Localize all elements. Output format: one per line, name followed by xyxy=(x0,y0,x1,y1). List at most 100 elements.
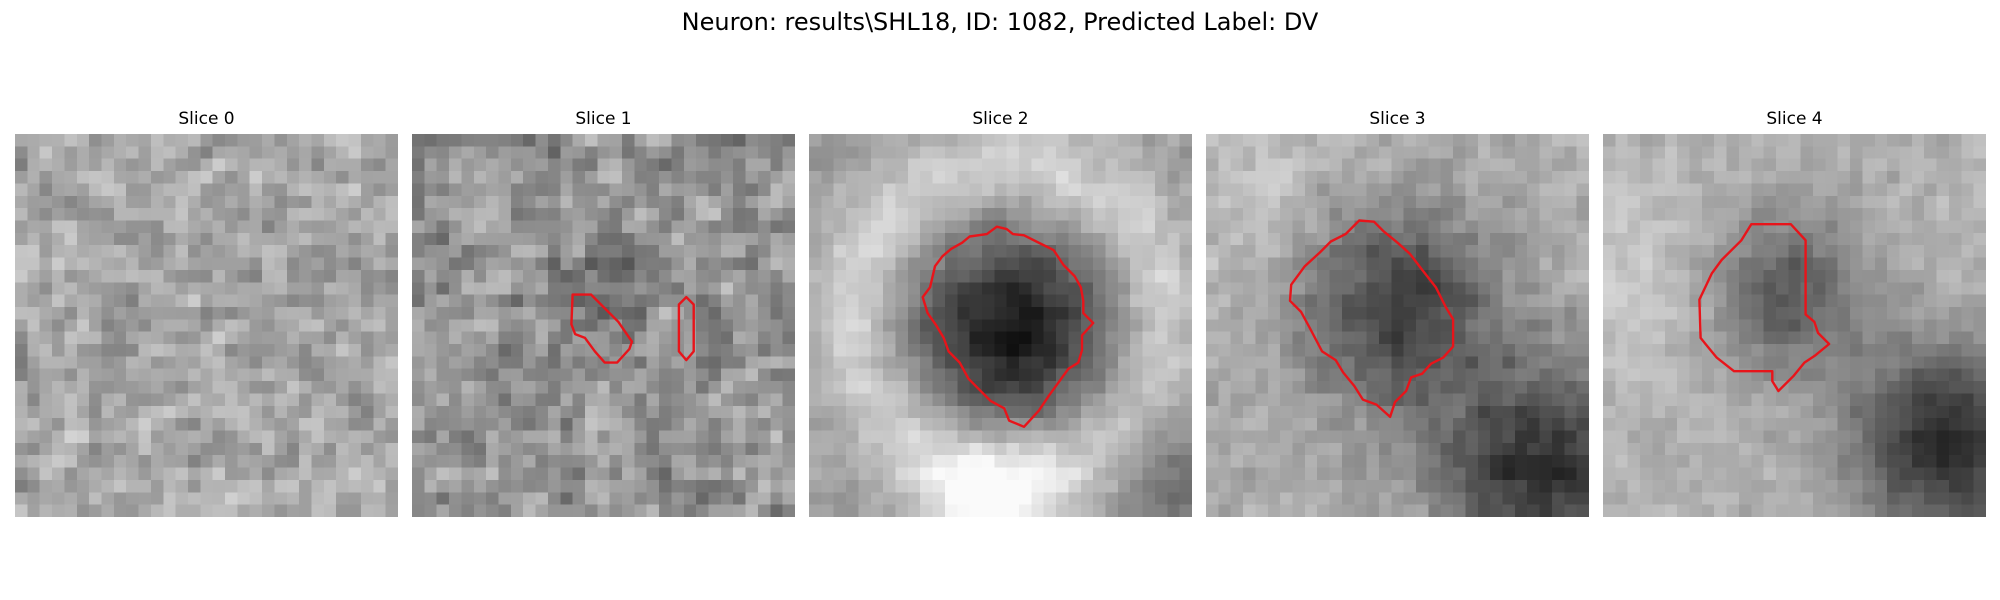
pixel-cell xyxy=(683,195,697,209)
pixel-cell xyxy=(572,381,586,395)
pixel-cell xyxy=(870,183,884,197)
pixel-cell xyxy=(1230,356,1244,370)
pixel-cell xyxy=(187,257,201,271)
pixel-cell xyxy=(1738,331,1752,345)
pixel-cell xyxy=(385,282,398,296)
pixel-cell xyxy=(373,158,387,172)
pixel-cell xyxy=(1527,171,1541,185)
pixel-cell xyxy=(1490,146,1504,160)
pixel-cell xyxy=(858,479,872,493)
pixel-cell xyxy=(1243,356,1257,370)
pixel-cell xyxy=(1068,183,1082,197)
pixel-cell xyxy=(1751,344,1765,357)
pixel-cell xyxy=(1329,319,1343,333)
pixel-cell xyxy=(64,245,78,259)
pixel-cell xyxy=(1862,245,1876,259)
pixel-cell xyxy=(449,356,463,370)
pixel-cell xyxy=(1837,269,1851,283)
pixel-cell xyxy=(510,331,524,345)
pixel-cell xyxy=(733,282,747,296)
pixel-cell xyxy=(473,405,487,419)
pixel-cell xyxy=(1539,195,1553,209)
pixel-cell xyxy=(1206,356,1219,370)
pixel-cell xyxy=(1887,430,1901,444)
pixel-cell xyxy=(1154,282,1168,296)
pixel-cell xyxy=(1031,455,1045,469)
pixel-cell xyxy=(1255,257,1269,271)
pixel-cell xyxy=(138,171,152,185)
pixel-cell xyxy=(1813,479,1826,493)
pixel-cell xyxy=(1837,146,1851,160)
pixel-cell xyxy=(1378,368,1392,382)
pixel-cell xyxy=(1837,294,1851,308)
pixel-cell xyxy=(1837,331,1851,345)
pixel-cell xyxy=(449,479,463,493)
pixel-cell xyxy=(809,146,822,160)
pixel-cell xyxy=(373,220,387,234)
pixel-cell xyxy=(957,405,971,419)
pixel-cell xyxy=(1292,356,1306,370)
pixel-cell xyxy=(1603,492,1616,506)
pixel-cell xyxy=(646,269,660,283)
pixel-cell xyxy=(1366,430,1380,444)
pixel-cell xyxy=(1105,171,1119,185)
pixel-cell xyxy=(360,146,374,160)
pixel-cell xyxy=(163,294,177,308)
pixel-cell xyxy=(957,294,971,308)
pixel-cell xyxy=(1677,232,1691,246)
pixel-cell xyxy=(1453,257,1467,271)
pixel-cell xyxy=(1403,467,1417,481)
pixel-cell xyxy=(895,331,909,345)
pixel-cell xyxy=(1800,232,1814,246)
pixel-cell xyxy=(1701,479,1715,493)
pixel-cell xyxy=(212,504,226,517)
pixel-cell xyxy=(486,356,500,370)
pixel-cell xyxy=(436,134,450,147)
pixel-cell xyxy=(262,393,276,407)
pixel-cell xyxy=(957,344,971,357)
pixel-cell xyxy=(1304,158,1318,172)
pixel-cell xyxy=(560,381,574,395)
roi-outline xyxy=(921,225,1095,428)
pixel-cell xyxy=(113,257,127,271)
pixel-cell xyxy=(846,146,860,160)
pixel-cell xyxy=(323,232,337,246)
pixel-cell xyxy=(424,269,438,283)
pixel-cell xyxy=(436,183,450,197)
pixel-cell xyxy=(994,442,1008,456)
pixel-cell xyxy=(348,442,362,456)
pixel-cell xyxy=(286,331,300,345)
pixel-cell xyxy=(1416,134,1429,147)
pixel-cell xyxy=(957,331,971,345)
pixel-cell xyxy=(1280,393,1294,407)
pixel-cell xyxy=(782,294,795,308)
pixel-cell xyxy=(1551,195,1565,209)
pixel-cell xyxy=(1167,479,1181,493)
pixel-cell xyxy=(274,232,288,246)
pixel-cell xyxy=(1255,171,1269,185)
pixel-cell xyxy=(1292,245,1306,259)
pixel-cell xyxy=(1080,245,1094,259)
pixel-cell xyxy=(1317,269,1331,283)
pixel-cell xyxy=(895,492,909,506)
pixel-cell xyxy=(572,171,586,185)
pixel-cell xyxy=(1627,368,1641,382)
pixel-cell xyxy=(1267,195,1281,209)
pixel-cell xyxy=(1142,344,1156,357)
pixel-cell xyxy=(299,220,313,234)
pixel-cell xyxy=(323,319,337,333)
pixel-cell xyxy=(1664,269,1678,283)
pixel-cell xyxy=(1564,208,1578,222)
pixel-cell xyxy=(348,381,362,395)
pixel-cell xyxy=(846,430,860,444)
pixel-cell xyxy=(1961,381,1975,395)
pixel-cell xyxy=(1167,455,1181,469)
pixel-cell xyxy=(274,158,288,172)
pixel-cell xyxy=(757,479,771,493)
pixel-cell xyxy=(473,282,487,296)
pixel-cell xyxy=(1403,479,1417,493)
pixel-cell xyxy=(1726,492,1740,506)
pixel-cell xyxy=(1341,319,1355,333)
pixel-cell xyxy=(609,208,623,222)
pixel-cell xyxy=(671,442,685,456)
